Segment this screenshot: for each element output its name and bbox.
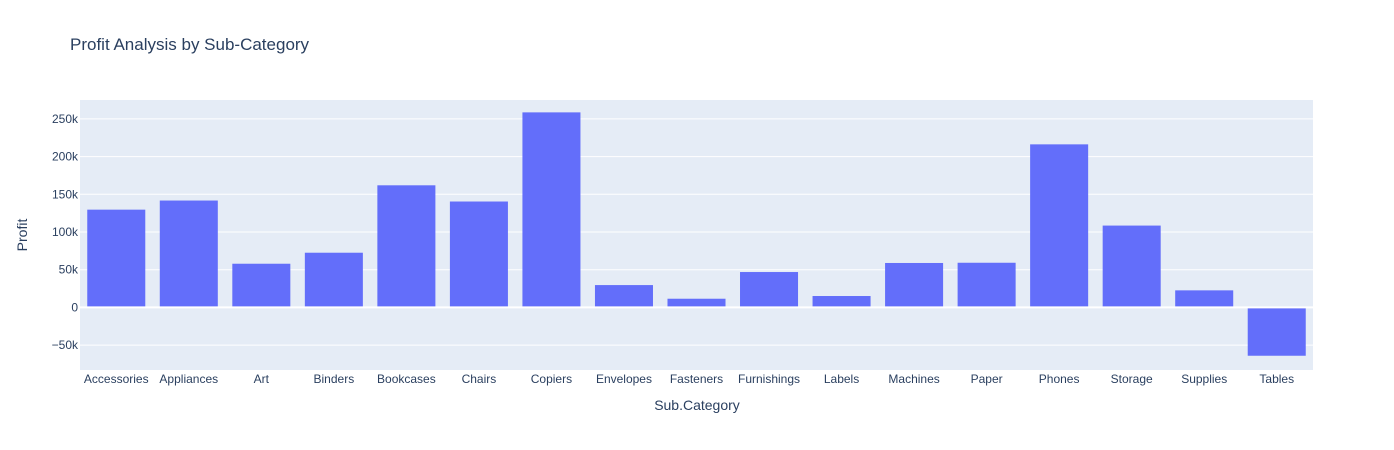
bar-binders[interactable] — [304, 252, 363, 308]
bar-art[interactable] — [232, 263, 291, 308]
bar-envelopes[interactable] — [594, 285, 653, 308]
bar-appliances[interactable] — [159, 200, 218, 308]
bar-fasteners[interactable] — [667, 298, 726, 308]
y-axis-title: Profit — [14, 219, 30, 252]
x-tick-label: Chairs — [462, 372, 497, 386]
bar-phones[interactable] — [1030, 144, 1089, 308]
x-tick-label: Tables — [1259, 372, 1294, 386]
x-tick-label: Furnishings — [738, 372, 800, 386]
bar-copiers[interactable] — [522, 112, 581, 308]
x-tick-labels: Accessories Appliances Art Binders Bookcases… — [84, 372, 1294, 386]
y-tick-label: 0 — [71, 300, 78, 314]
x-tick-label: Phones — [1039, 372, 1080, 386]
y-tick-label: −50k — [52, 338, 79, 352]
x-tick-label: Copiers — [531, 372, 572, 386]
bar-paper[interactable] — [957, 262, 1016, 308]
x-tick-label: Paper — [971, 372, 1003, 386]
bar-labels[interactable] — [812, 296, 871, 308]
y-tick-label: 100k — [52, 225, 79, 239]
bar-chairs[interactable] — [449, 201, 508, 308]
bars — [87, 112, 1306, 356]
x-tick-label: Accessories — [84, 372, 149, 386]
chart-title: Profit Analysis by Sub-Category — [70, 35, 310, 54]
x-tick-label: Machines — [888, 372, 939, 386]
x-tick-label: Binders — [314, 372, 355, 386]
x-tick-label: Appliances — [159, 372, 218, 386]
bar-furnishings[interactable] — [740, 272, 799, 308]
x-tick-label: Bookcases — [377, 372, 436, 386]
bar-bookcases[interactable] — [377, 185, 436, 308]
x-tick-label: Art — [254, 372, 270, 386]
bar-machines[interactable] — [885, 262, 944, 308]
x-tick-label: Envelopes — [596, 372, 652, 386]
bar-tables[interactable] — [1247, 307, 1306, 356]
y-tick-label: 200k — [52, 150, 79, 164]
y-tick-label: 250k — [52, 112, 79, 126]
x-tick-label: Fasteners — [670, 372, 723, 386]
x-tick-label: Labels — [824, 372, 859, 386]
y-tick-labels: −50k 0 50k 100k 150k 200k 250k — [52, 112, 79, 352]
x-tick-label: Supplies — [1181, 372, 1227, 386]
bar-storage[interactable] — [1102, 225, 1161, 308]
y-tick-label: 50k — [59, 263, 79, 277]
x-tick-label: Storage — [1111, 372, 1153, 386]
bar-supplies[interactable] — [1175, 290, 1234, 308]
y-tick-label: 150k — [52, 187, 79, 201]
x-axis-title: Sub.Category — [654, 397, 740, 413]
bar-accessories[interactable] — [87, 209, 146, 308]
